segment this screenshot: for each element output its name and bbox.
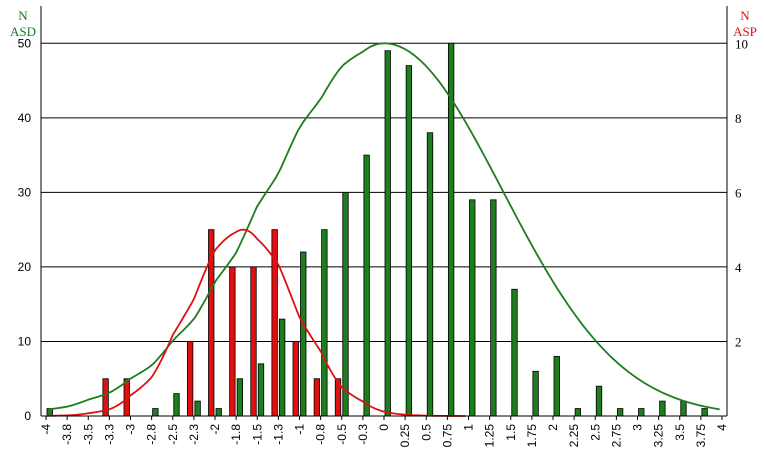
bar-asd — [701, 408, 708, 417]
x-tick-label: -0.3 — [356, 424, 370, 445]
x-tick-label: 2.25 — [567, 424, 581, 448]
fit-curves — [46, 42, 720, 417]
bar-asd — [659, 400, 666, 417]
x-tick-label: 3.75 — [694, 424, 708, 448]
bar-asd — [278, 318, 286, 417]
bar-asd — [680, 400, 687, 417]
x-tick-label: -2.8 — [145, 424, 159, 445]
bar-asd — [405, 65, 413, 417]
bar-asd — [300, 251, 307, 417]
bar-asp — [313, 378, 321, 417]
bar-asd — [638, 408, 645, 417]
x-tick-label: 3.5 — [673, 424, 687, 441]
fit-curve-asp — [46, 228, 466, 417]
bar-asd — [257, 363, 265, 417]
bar-asd — [532, 370, 539, 417]
right-tick-label: 10 — [735, 36, 748, 51]
x-tick-label: -2.3 — [187, 424, 201, 445]
x-tick-label: 1.25 — [483, 424, 497, 448]
bar-asd — [490, 199, 497, 417]
left-tick-label: 20 — [18, 260, 32, 274]
left-tick-label: 0 — [24, 409, 31, 423]
right-axis-label-n: N — [740, 8, 750, 23]
x-tick-label: 1.75 — [525, 424, 539, 448]
x-tick-label: -3.5 — [81, 424, 95, 445]
x-tick-label: 3.25 — [652, 424, 666, 448]
axes — [40, 6, 728, 420]
bar-asd — [384, 50, 391, 417]
bar-asd — [469, 199, 476, 417]
bar-asd — [236, 378, 244, 417]
left-tick-label: 50 — [18, 36, 32, 50]
x-tick-label: 0.25 — [398, 424, 412, 448]
x-tick-label: -0.8 — [314, 424, 328, 445]
x-tick-label: -4 — [39, 424, 53, 435]
x-tick-label: 2 — [546, 424, 560, 431]
bar-asd — [194, 400, 201, 417]
x-tick-label: -2 — [208, 424, 222, 435]
gridlines — [41, 42, 727, 342]
x-tick-label: -3 — [124, 424, 138, 435]
bars — [46, 42, 708, 417]
bar-asp — [292, 341, 299, 417]
bar-asd — [426, 132, 434, 417]
left-axis-label-asd: ASD — [10, 24, 36, 39]
bar-asp — [229, 266, 236, 417]
bar-asd — [173, 393, 180, 417]
x-tick-label: -1.5 — [250, 424, 264, 445]
bar-asd — [321, 229, 328, 417]
x-tick-label: -2.5 — [166, 424, 180, 445]
right-tick-label: 2 — [735, 334, 742, 349]
x-tick-label: -1 — [293, 424, 307, 435]
bar-asd — [553, 355, 560, 417]
fit-curve-asd — [48, 42, 720, 411]
left-tick-label: 30 — [18, 185, 32, 199]
left-tick-label: 10 — [18, 334, 32, 348]
x-tick-label: -3.3 — [102, 424, 116, 445]
left-axis-label-n: N — [18, 8, 28, 23]
bar-asd — [595, 385, 603, 417]
x-tick-label: 2.5 — [588, 424, 602, 441]
right-tick-label: 8 — [735, 111, 742, 126]
x-tick-label: 1 — [462, 424, 476, 431]
right-tick-label: 4 — [735, 260, 742, 275]
x-tick-label: 0 — [377, 424, 391, 431]
x-tick-label: -0.5 — [335, 424, 349, 445]
x-tick-label: 3 — [631, 424, 645, 431]
x-tick-label: 4 — [715, 424, 729, 431]
x-tick-label: 0.75 — [440, 424, 454, 448]
bar-asd — [511, 288, 518, 417]
left-tick-label: 40 — [18, 111, 32, 125]
bar-asd — [616, 408, 624, 417]
x-tick-label: -1.8 — [229, 424, 243, 445]
x-tick-label: -1.3 — [271, 424, 285, 445]
bar-asd — [152, 408, 159, 417]
bar-asp — [186, 341, 194, 417]
bar-asd — [363, 154, 370, 417]
bar-asd — [342, 191, 349, 417]
x-tick-label: 1.5 — [504, 424, 518, 441]
x-tick-label: -3.8 — [60, 424, 74, 445]
bar-asd — [574, 408, 582, 417]
x-tick-label: 0.5 — [419, 424, 433, 441]
right-axis-label-asp: ASP — [733, 24, 757, 39]
x-tick-label: 2.75 — [609, 424, 623, 448]
bar-asd — [215, 408, 222, 417]
right-tick-label: 6 — [735, 185, 742, 200]
bar-asp — [250, 266, 257, 417]
